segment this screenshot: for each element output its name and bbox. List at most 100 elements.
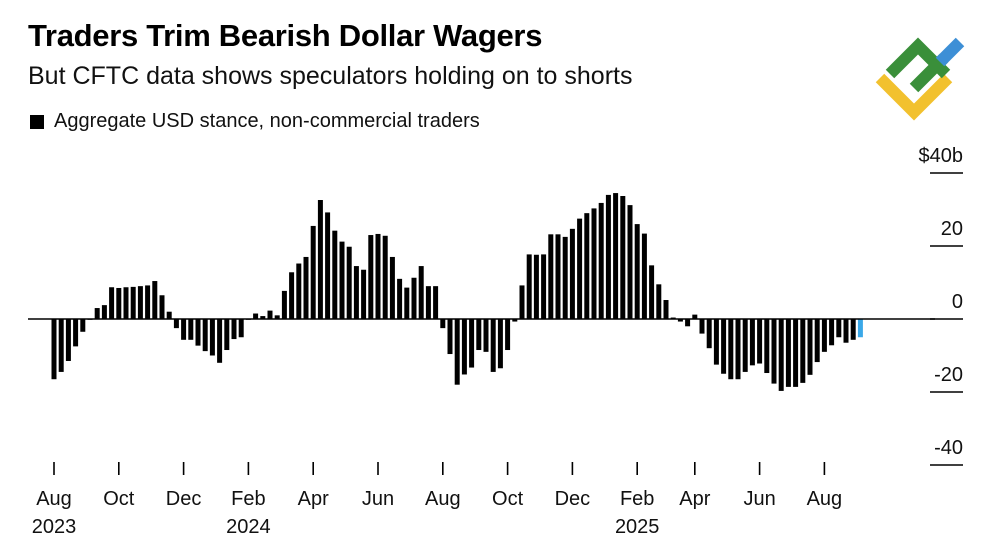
bar xyxy=(641,233,647,319)
bar xyxy=(123,287,129,319)
bar xyxy=(231,319,237,340)
bar xyxy=(670,317,676,319)
bar xyxy=(627,205,633,319)
legend-label: Aggregate USD stance, non-commercial tra… xyxy=(54,110,480,132)
bar xyxy=(65,319,71,361)
bar xyxy=(843,319,849,343)
bar xyxy=(389,256,395,319)
x-tick-label: Oct xyxy=(103,488,135,510)
bar xyxy=(584,213,590,319)
logo-green-stroke xyxy=(909,53,949,93)
bar xyxy=(692,314,698,319)
x-tick-label: Dec xyxy=(166,488,202,510)
bar xyxy=(325,212,331,319)
bar xyxy=(706,319,712,349)
x-tick-year-label: 2024 xyxy=(226,516,271,538)
bar xyxy=(310,225,316,320)
bar xyxy=(699,319,705,334)
bar xyxy=(656,284,662,319)
bar xyxy=(152,281,158,319)
bar xyxy=(296,263,302,319)
bar xyxy=(433,286,439,319)
bar xyxy=(663,300,669,319)
bar xyxy=(447,319,453,355)
bar xyxy=(368,235,374,319)
bar xyxy=(274,315,280,319)
x-tick-year-label: 2023 xyxy=(32,516,77,538)
bar xyxy=(224,319,230,351)
bar xyxy=(317,200,323,319)
bar xyxy=(634,224,640,319)
bar xyxy=(109,287,115,319)
bar xyxy=(209,319,215,356)
bar xyxy=(620,196,626,320)
bar xyxy=(303,256,309,319)
bar xyxy=(793,319,799,387)
chart-subtitle: But CFTC data shows speculators holding … xyxy=(28,62,633,90)
x-tick-label: Apr xyxy=(298,488,329,510)
y-tick-label: $40b xyxy=(919,145,964,167)
bar xyxy=(418,266,424,319)
bar xyxy=(569,228,575,319)
bar xyxy=(332,230,338,319)
bar xyxy=(505,319,511,351)
y-tick-label: 0 xyxy=(952,291,963,313)
bar xyxy=(353,266,359,319)
bar xyxy=(130,286,136,319)
x-tick-year-label: 2025 xyxy=(615,516,660,538)
bar xyxy=(289,272,295,319)
y-tick-label: -20 xyxy=(934,364,963,386)
bar xyxy=(375,233,381,319)
bar xyxy=(555,234,561,319)
x-tick-label: Feb xyxy=(231,488,265,510)
bar xyxy=(728,319,734,380)
bar xyxy=(512,319,518,322)
bar xyxy=(476,319,482,351)
bar xyxy=(577,218,583,320)
x-tick-label: Dec xyxy=(555,488,591,510)
bar xyxy=(591,208,597,319)
bar xyxy=(339,241,345,319)
bar xyxy=(166,311,172,319)
bar xyxy=(778,319,784,391)
bar xyxy=(483,319,489,352)
bar xyxy=(814,319,820,363)
bar xyxy=(490,319,496,372)
bar xyxy=(281,290,287,319)
bar xyxy=(397,278,403,319)
bar xyxy=(613,193,619,319)
legend-swatch xyxy=(30,114,44,129)
bar xyxy=(677,319,683,322)
bar xyxy=(425,286,431,319)
bar xyxy=(461,319,467,375)
bar xyxy=(440,319,446,329)
bar xyxy=(137,286,143,319)
bar xyxy=(217,319,223,363)
bar xyxy=(721,319,727,374)
bar xyxy=(101,305,107,319)
bar xyxy=(829,319,835,346)
bar xyxy=(749,319,755,366)
bar xyxy=(605,194,611,319)
bar-latest xyxy=(857,319,863,338)
bar xyxy=(181,319,187,340)
bar xyxy=(238,319,244,338)
bar xyxy=(267,310,273,319)
bar xyxy=(497,319,503,369)
bar xyxy=(202,319,208,352)
bar xyxy=(541,254,547,319)
bar xyxy=(469,319,475,368)
bar xyxy=(742,319,748,372)
bar xyxy=(94,308,100,319)
bar xyxy=(382,235,388,319)
x-tick-label: Aug xyxy=(36,488,72,510)
x-tick-label: Feb xyxy=(620,488,654,510)
bar xyxy=(195,319,201,346)
bar xyxy=(821,319,827,352)
x-tick-label: Aug xyxy=(425,488,461,510)
bar xyxy=(159,295,165,319)
bar xyxy=(519,285,525,319)
bar xyxy=(361,269,367,319)
bar xyxy=(80,319,86,332)
bar xyxy=(526,254,532,319)
